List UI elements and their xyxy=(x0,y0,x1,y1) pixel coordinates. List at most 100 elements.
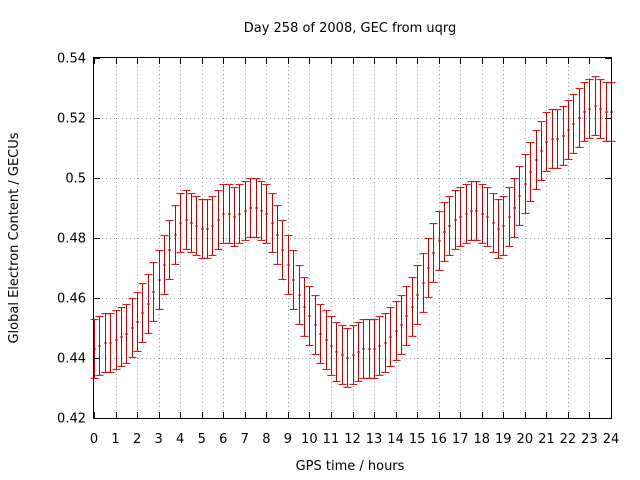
error-bar xyxy=(451,190,460,250)
error-bar xyxy=(268,193,277,253)
error-bar xyxy=(284,235,293,295)
x-tick-label: 20 xyxy=(517,432,534,447)
error-bar xyxy=(349,325,358,385)
error-bar xyxy=(505,187,514,247)
error-bar xyxy=(381,313,390,373)
error-bar xyxy=(230,187,239,247)
error-bar xyxy=(548,109,557,169)
error-bar xyxy=(289,250,298,310)
error-bar xyxy=(187,193,196,253)
x-tick-label: 4 xyxy=(176,432,184,447)
error-bar xyxy=(580,82,589,142)
error-bar xyxy=(198,199,207,259)
error-bar xyxy=(300,277,309,337)
plot-frame xyxy=(93,57,612,419)
error-bar xyxy=(386,307,395,367)
error-bar xyxy=(316,304,325,364)
x-tick-label: 8 xyxy=(262,432,270,447)
y-tick-label: 0.46 xyxy=(57,292,86,307)
error-bar xyxy=(311,295,320,355)
y-tick-label: 0.42 xyxy=(57,412,86,427)
error-bar xyxy=(365,319,374,379)
x-tick-label: 21 xyxy=(538,432,555,447)
error-bar xyxy=(225,184,234,244)
error-bar xyxy=(413,265,422,325)
error-bar xyxy=(564,100,573,160)
error-bar xyxy=(95,316,104,376)
error-bar xyxy=(138,283,147,343)
chart-title: Day 258 of 2008, GEC from uqrg xyxy=(244,21,457,36)
x-tick-label: 23 xyxy=(581,432,598,447)
error-bar xyxy=(553,109,562,169)
error-bar xyxy=(419,253,428,313)
x-tick-label: 22 xyxy=(560,432,577,447)
error-bar xyxy=(569,94,578,154)
error-bar xyxy=(133,292,142,352)
error-bar xyxy=(575,88,584,148)
error-bar xyxy=(532,130,541,190)
x-tick-label: 0 xyxy=(90,432,98,447)
error-bar xyxy=(499,196,508,256)
error-bar xyxy=(278,220,287,280)
error-bar xyxy=(155,250,164,310)
x-tick-label: 2 xyxy=(133,432,141,447)
error-bar xyxy=(559,106,568,166)
error-bar xyxy=(521,154,530,214)
x-tick-label: 18 xyxy=(473,432,490,447)
error-bar xyxy=(494,199,503,259)
y-axis-label: Global Electron Content / GECUs xyxy=(7,132,22,343)
error-bar xyxy=(445,196,454,256)
x-tick-label: 11 xyxy=(323,432,340,447)
error-bar xyxy=(359,319,368,379)
error-bar xyxy=(262,184,271,244)
x-axis-label: GPS time / hours xyxy=(296,459,405,474)
y-tick-label: 0.52 xyxy=(57,112,86,127)
error-bar xyxy=(424,238,433,298)
error-bar xyxy=(483,187,492,247)
error-bar xyxy=(462,184,471,244)
error-bar xyxy=(478,184,487,244)
error-bar xyxy=(602,82,611,142)
x-tick-label: 24 xyxy=(603,432,620,447)
error-bar xyxy=(171,205,180,265)
error-bar xyxy=(322,310,331,370)
error-bar xyxy=(165,220,174,280)
x-tick-label: 14 xyxy=(387,432,404,447)
error-bar xyxy=(526,142,535,202)
axis-ticks: 0.420.440.460.480.50.520.540 1 2 3 4 5 6 7 8 9 10 1… xyxy=(57,52,619,448)
error-bar xyxy=(402,286,411,346)
error-bar xyxy=(122,304,131,364)
error-bar xyxy=(467,181,476,241)
error-bar xyxy=(397,295,406,355)
y-tick-label: 0.44 xyxy=(57,352,86,367)
x-tick-label: 1 xyxy=(111,432,119,447)
error-bar xyxy=(332,322,341,382)
error-bar xyxy=(435,211,444,271)
error-bar xyxy=(176,193,185,253)
x-tick-label: 6 xyxy=(219,432,227,447)
error-bar xyxy=(241,181,250,241)
error-bar xyxy=(214,190,223,250)
error-bar xyxy=(585,79,594,139)
error-bar xyxy=(343,328,352,388)
error-bar xyxy=(515,166,524,226)
error-bar xyxy=(472,181,481,241)
error-bar xyxy=(182,190,191,250)
error-bar xyxy=(542,112,551,172)
x-tick-label: 15 xyxy=(409,432,426,447)
x-tick-label: 12 xyxy=(344,432,361,447)
error-bar xyxy=(489,193,498,253)
error-bar xyxy=(375,316,384,376)
error-bar xyxy=(128,298,137,358)
x-tick-label: 16 xyxy=(430,432,447,447)
error-bar xyxy=(246,178,255,238)
error-bar xyxy=(429,223,438,283)
error-bar xyxy=(235,184,244,244)
error-bar xyxy=(203,199,212,259)
error-bars xyxy=(90,76,616,388)
error-bar xyxy=(273,205,282,265)
x-tick-label: 10 xyxy=(301,432,318,447)
error-bar xyxy=(219,184,228,244)
error-bar xyxy=(327,316,336,376)
